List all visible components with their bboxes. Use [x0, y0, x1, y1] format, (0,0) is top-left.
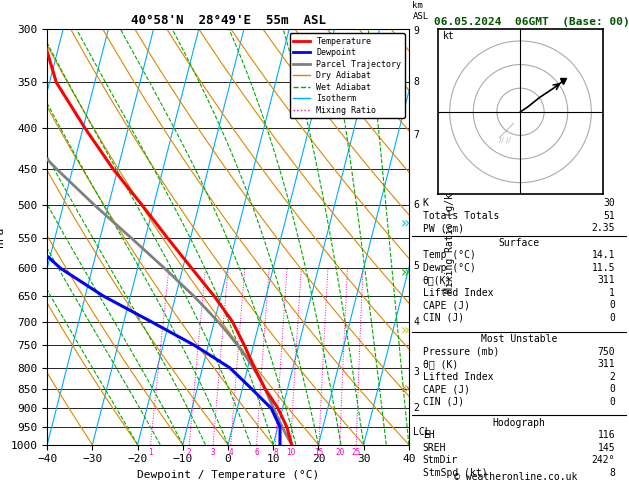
Text: 1: 1: [610, 288, 615, 298]
Text: K: K: [423, 198, 428, 208]
Text: 311: 311: [598, 276, 615, 285]
Text: 15: 15: [314, 448, 323, 457]
Text: Pressure (mb): Pressure (mb): [423, 347, 499, 357]
Text: Dewp (°C): Dewp (°C): [423, 263, 476, 273]
Y-axis label: hPa: hPa: [0, 227, 5, 247]
Text: Totals Totals: Totals Totals: [423, 210, 499, 221]
Text: CIN (J): CIN (J): [423, 397, 464, 406]
Text: 1: 1: [148, 448, 153, 457]
Text: 0: 0: [610, 300, 615, 311]
Text: 3: 3: [211, 448, 216, 457]
Text: 6: 6: [413, 200, 419, 210]
Text: 2.35: 2.35: [592, 223, 615, 233]
Text: CIN (J): CIN (J): [423, 313, 464, 323]
Text: kt: kt: [443, 31, 454, 41]
Text: 8: 8: [273, 448, 278, 457]
Title: 40°58'N  28°49'E  55m  ASL: 40°58'N 28°49'E 55m ASL: [130, 14, 326, 27]
Text: 8: 8: [610, 468, 615, 478]
Text: 750: 750: [598, 347, 615, 357]
Text: 9: 9: [413, 26, 419, 36]
Text: CAPE (J): CAPE (J): [423, 300, 470, 311]
Text: 6: 6: [254, 448, 259, 457]
Text: 0: 0: [610, 397, 615, 406]
Text: 4: 4: [413, 316, 419, 327]
Text: 145: 145: [598, 443, 615, 452]
Text: 14.1: 14.1: [592, 250, 615, 260]
Text: »: »: [401, 216, 410, 231]
Text: Mixing Ratio (g/kg): Mixing Ratio (g/kg): [445, 181, 455, 293]
Text: 2: 2: [413, 403, 419, 413]
Text: 311: 311: [598, 359, 615, 369]
Text: 0: 0: [610, 384, 615, 394]
Text: km
ASL: km ASL: [413, 1, 428, 21]
Text: 242°: 242°: [592, 455, 615, 465]
Text: // //: // //: [499, 138, 511, 143]
Text: 10: 10: [286, 448, 295, 457]
Text: »: »: [401, 265, 410, 279]
Text: 30: 30: [603, 198, 615, 208]
Text: Most Unstable: Most Unstable: [481, 334, 557, 344]
Text: Temp (°C): Temp (°C): [423, 250, 476, 260]
Text: 51: 51: [603, 210, 615, 221]
Text: 2: 2: [187, 448, 191, 457]
Legend: Temperature, Dewpoint, Parcel Trajectory, Dry Adiabat, Wet Adiabat, Isotherm, Mi: Temperature, Dewpoint, Parcel Trajectory…: [290, 34, 404, 118]
X-axis label: Dewpoint / Temperature (°C): Dewpoint / Temperature (°C): [137, 470, 319, 480]
Text: 0: 0: [610, 313, 615, 323]
Text: 11.5: 11.5: [592, 263, 615, 273]
Text: 25: 25: [352, 448, 361, 457]
Text: CAPE (J): CAPE (J): [423, 384, 470, 394]
Text: »: »: [401, 382, 410, 396]
Text: Hodograph: Hodograph: [493, 418, 545, 428]
Text: 3: 3: [413, 367, 419, 377]
Text: StmDir: StmDir: [423, 455, 458, 465]
Text: PW (cm): PW (cm): [423, 223, 464, 233]
Text: SREH: SREH: [423, 443, 446, 452]
Text: 5: 5: [413, 261, 419, 271]
Text: »: »: [401, 323, 410, 338]
Text: 8: 8: [413, 77, 419, 87]
Text: EH: EH: [423, 430, 435, 440]
Text: 116: 116: [598, 430, 615, 440]
Text: 2: 2: [610, 372, 615, 382]
Text: Lifted Index: Lifted Index: [423, 288, 493, 298]
Text: 4: 4: [228, 448, 233, 457]
Text: LCL: LCL: [413, 427, 431, 437]
Text: θᴇ(K): θᴇ(K): [423, 276, 452, 285]
Text: 7: 7: [413, 130, 419, 140]
Text: 20: 20: [335, 448, 345, 457]
Text: StmSpd (kt): StmSpd (kt): [423, 468, 487, 478]
Text: Lifted Index: Lifted Index: [423, 372, 493, 382]
Text: 06.05.2024  06GMT  (Base: 00): 06.05.2024 06GMT (Base: 00): [433, 17, 629, 27]
Text: © weatheronline.co.uk: © weatheronline.co.uk: [454, 472, 577, 482]
Text: θᴇ (K): θᴇ (K): [423, 359, 458, 369]
Text: Surface: Surface: [498, 238, 540, 248]
